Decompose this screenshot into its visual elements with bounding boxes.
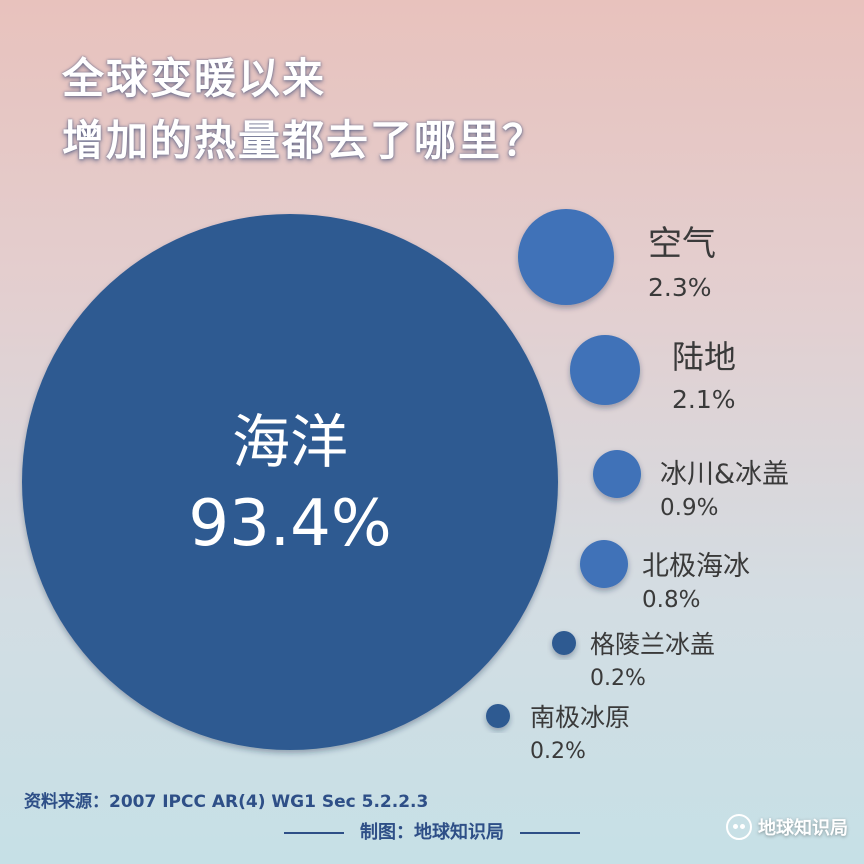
bubble-1	[518, 209, 614, 305]
credit-text: 制图：地球知识局	[360, 822, 504, 843]
brand-name: 地球知识局	[758, 818, 848, 839]
credit-rule-left	[284, 832, 344, 834]
title-line-2: 增加的热量都去了哪里？	[62, 116, 547, 165]
credit-rule-right	[520, 832, 580, 834]
bubble-ocean	[22, 214, 558, 750]
bubble-2	[570, 335, 640, 405]
bubble-4	[580, 540, 628, 588]
bubble-6	[486, 704, 510, 728]
label-3: 冰川&冰盖	[660, 459, 789, 490]
chart-title: 全球变暖以来 增加的热量都去了哪里？	[62, 48, 546, 172]
value-6: 0.2%	[530, 739, 586, 764]
label-1: 空气	[648, 224, 716, 264]
value-5: 0.2%	[590, 666, 646, 691]
wechat-icon	[726, 814, 752, 840]
label-2: 陆地	[672, 338, 736, 376]
source-note: 资料来源：2007 IPCC AR(4) WG1 Sec 5.2.2.3	[24, 792, 429, 812]
label-ocean: 海洋	[232, 408, 348, 476]
label-6: 南极冰原	[530, 703, 630, 732]
label-4: 北极海冰	[642, 551, 750, 582]
brand-watermark: 地球知识局	[726, 814, 848, 840]
bubble-5	[552, 631, 576, 655]
value-2: 2.1%	[672, 385, 736, 414]
title-line-1: 全球变暖以来	[62, 54, 327, 103]
value-ocean: 93.4%	[188, 487, 391, 561]
credit-note: 制图：地球知识局	[0, 818, 864, 844]
value-4: 0.8%	[642, 587, 700, 613]
bubble-3	[593, 450, 641, 498]
value-3: 0.9%	[660, 495, 718, 521]
label-5: 格陵兰冰盖	[590, 630, 715, 659]
value-1: 2.3%	[648, 273, 712, 302]
